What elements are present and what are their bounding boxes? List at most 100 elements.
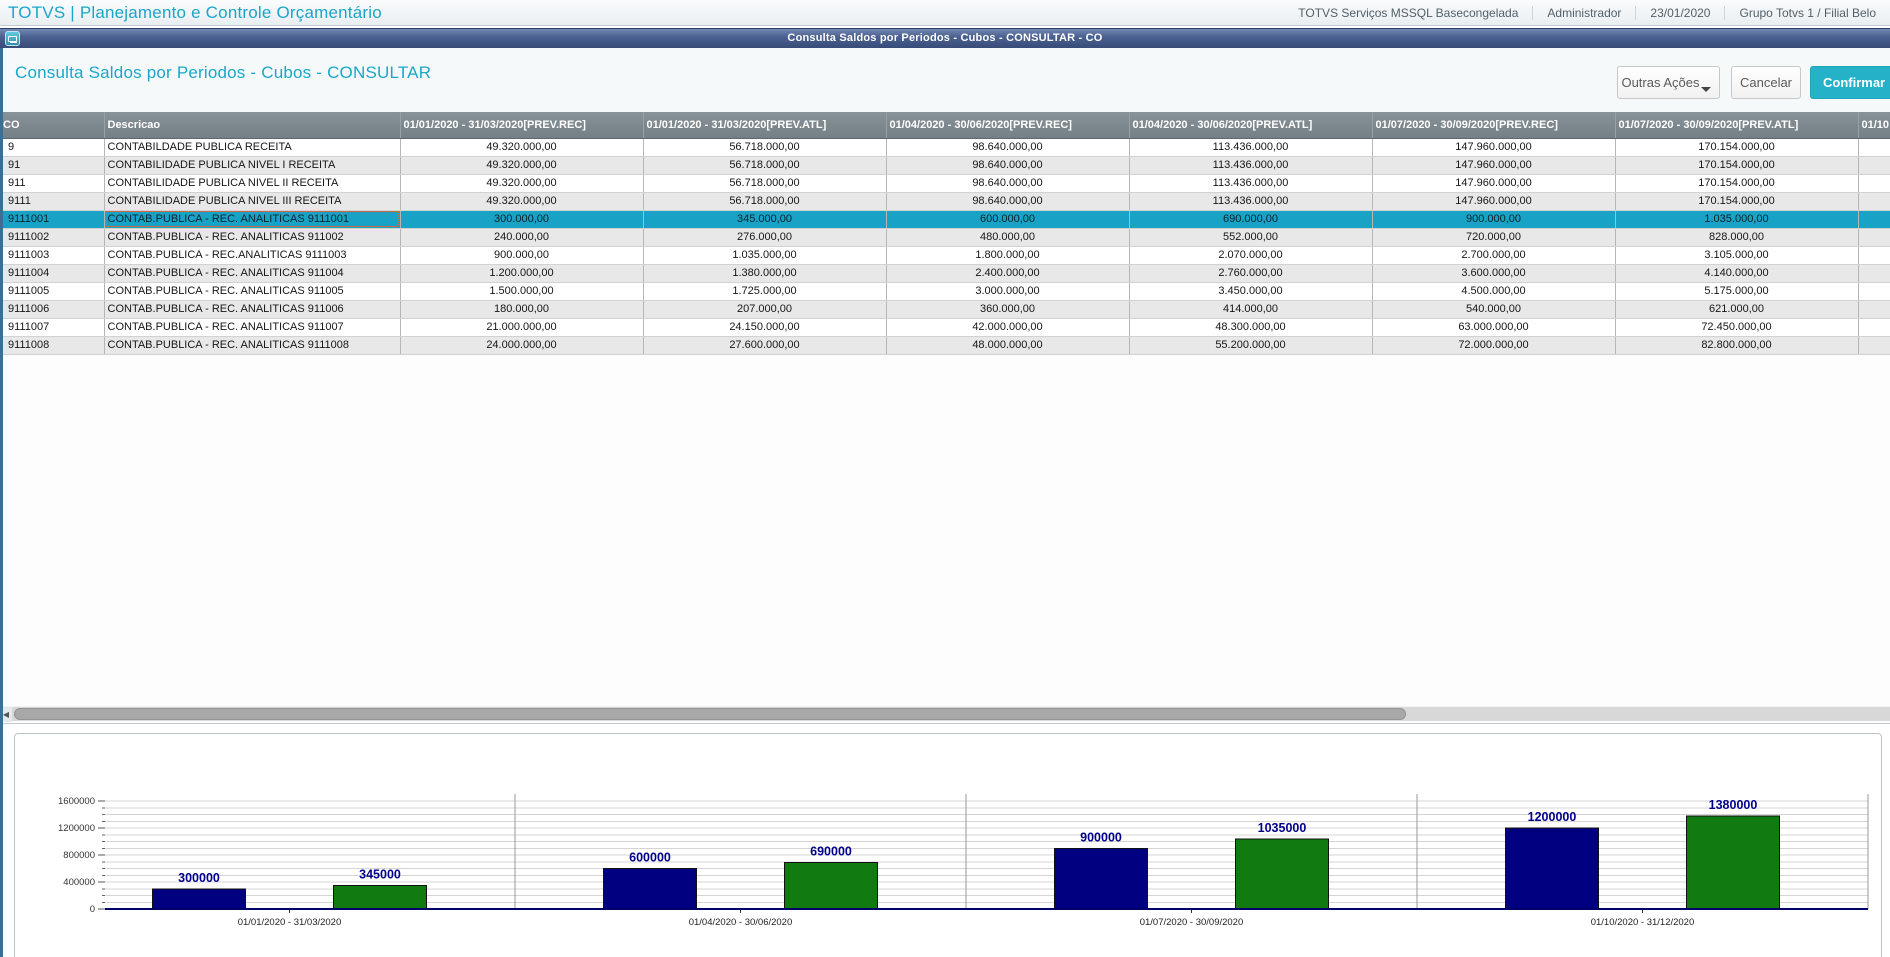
table-row[interactable]: 9111004 CONTAB.PUBLICA - REC. ANALITICAS … — [0, 264, 1890, 283]
table-cell: 1.035.000,00 — [1615, 210, 1859, 229]
table-cell — [1858, 156, 1890, 175]
table-cell: CONTABILDADE PUBLICA RECEITA — [104, 138, 401, 157]
confirm-label: Confirmar — [1823, 75, 1886, 90]
column-header[interactable]: Descricao — [104, 112, 401, 139]
table-cell: 55.200.000,00 — [1129, 336, 1373, 355]
table-cell: 180.000,00 — [400, 300, 644, 319]
column-header[interactable]: 01/07/2020 - 30/09/2020[PREV.ATL] — [1615, 112, 1859, 139]
table-cell: 480.000,00 — [886, 228, 1130, 247]
svg-text:345000: 345000 — [359, 868, 401, 882]
session-info: TOTVS Serviços MSSQL Basecongelada Admin… — [1284, 0, 1890, 26]
table-cell: 360.000,00 — [886, 300, 1130, 319]
svg-text:600000: 600000 — [629, 851, 671, 865]
column-header[interactable]: 01/10 — [1858, 112, 1890, 139]
table-cell — [1858, 192, 1890, 211]
table-cell: 1.200.000,00 — [400, 264, 644, 283]
table-cell: 98.640.000,00 — [886, 138, 1130, 157]
table-row[interactable]: 9111008 CONTAB.PUBLICA - REC. ANALITICAS … — [0, 336, 1890, 355]
table-cell: 56.718.000,00 — [643, 138, 887, 157]
table-cell: 690.000,00 — [1129, 210, 1373, 229]
table-cell: 27.600.000,00 — [643, 336, 887, 355]
column-header[interactable]: CO — [0, 112, 105, 139]
table-cell: 4.140.000,00 — [1615, 264, 1859, 283]
column-header[interactable]: 01/01/2020 - 31/03/2020[PREV.ATL] — [643, 112, 887, 139]
table-cell — [1858, 138, 1890, 157]
table-row[interactable]: 9111002 CONTAB.PUBLICA - REC. ANALITICAS … — [0, 228, 1890, 247]
table-cell: 24.000.000,00 — [400, 336, 644, 355]
table-row[interactable]: 9111 CONTABILIDADE PUBLICA NIVEL III RECE… — [0, 192, 1890, 211]
table-cell: 1.800.000,00 — [886, 246, 1130, 265]
table-cell: 42.000.000,00 — [886, 318, 1130, 337]
table-cell: 147.960.000,00 — [1372, 138, 1616, 157]
table-cell: 911 — [0, 174, 105, 193]
table-cell: 56.718.000,00 — [643, 192, 887, 211]
company-branch-label: Grupo Totvs 1 / Filial Belo — [1724, 6, 1890, 20]
table-cell: 49.320.000,00 — [400, 174, 644, 193]
column-header[interactable]: 01/01/2020 - 31/03/2020[PREV.REC] — [400, 112, 644, 139]
other-actions-button[interactable]: Outras Ações — [1617, 66, 1720, 99]
cancel-button[interactable]: Cancelar — [1731, 66, 1801, 99]
scrollbar-thumb[interactable] — [14, 708, 1406, 720]
column-header[interactable]: 01/04/2020 - 30/06/2020[PREV.REC] — [886, 112, 1130, 139]
date-label: 23/01/2020 — [1635, 6, 1724, 20]
table-cell: 9 — [0, 138, 105, 157]
table-cell: 63.000.000,00 — [1372, 318, 1616, 337]
table-cell: 113.436.000,00 — [1129, 138, 1373, 157]
table-cell: 113.436.000,00 — [1129, 174, 1373, 193]
table-cell: 49.320.000,00 — [400, 156, 644, 175]
table-cell: 9111 — [0, 192, 105, 211]
table-cell: 170.154.000,00 — [1615, 156, 1859, 175]
table-cell: CONTABILIDADE PUBLICA NIVEL III RECEITA — [104, 192, 401, 211]
column-header[interactable]: 01/07/2020 - 30/09/2020[PREV.REC] — [1372, 112, 1616, 139]
svg-text:900000: 900000 — [1080, 830, 1122, 844]
table-cell: 113.436.000,00 — [1129, 156, 1373, 175]
table-cell: 345.000,00 — [643, 210, 887, 229]
table-cell: CONTABILIDADE PUBLICA NIVEL I RECEITA — [104, 156, 401, 175]
svg-text:1380000: 1380000 — [1709, 798, 1758, 812]
table-cell: 2.700.000,00 — [1372, 246, 1616, 265]
table-cell: 72.000.000,00 — [1372, 336, 1616, 355]
user-label: Administrador — [1532, 6, 1635, 20]
table-cell: 540.000,00 — [1372, 300, 1616, 319]
table-cell: 147.960.000,00 — [1372, 174, 1616, 193]
table-cell: 98.640.000,00 — [886, 174, 1130, 193]
table-row[interactable]: 9111006 CONTAB.PUBLICA - REC. ANALITICAS … — [0, 300, 1890, 319]
confirm-button[interactable]: Confirmar — [1810, 66, 1890, 99]
table-cell — [1858, 300, 1890, 319]
table-cell: 2.070.000,00 — [1129, 246, 1373, 265]
table-cell: 2.760.000,00 — [1129, 264, 1373, 283]
table-row[interactable]: 91 CONTABILIDADE PUBLICA NIVEL I RECEITA 4… — [0, 156, 1890, 175]
balance-bar-chart: 0 400000 800000 1200000 1600000 300000 345000 0… — [58, 794, 1869, 928]
table-cell: CONTAB.PUBLICA - REC. ANALITICAS 911006 — [104, 300, 401, 319]
table-cell — [1858, 282, 1890, 301]
horizontal-scrollbar[interactable]: ◀ — [0, 706, 1890, 722]
table-cell: CONTAB.PUBLICA - REC. ANALITICAS 9111008 — [104, 336, 401, 355]
table-cell: 5.175.000,00 — [1615, 282, 1859, 301]
table-cell: 9111007 — [0, 318, 105, 337]
cancel-label: Cancelar — [1739, 75, 1793, 90]
svg-text:01/10/2020 - 31/12/2020: 01/10/2020 - 31/12/2020 — [1591, 917, 1695, 928]
table-row[interactable]: 9111003 CONTAB.PUBLICA - REC.ANALITICAS 9… — [0, 246, 1890, 265]
table-cell: 3.105.000,00 — [1615, 246, 1859, 265]
table-cell: CONTABILIDADE PUBLICA NIVEL II RECEITA — [104, 174, 401, 193]
table-cell: 147.960.000,00 — [1372, 156, 1616, 175]
table-cell: 170.154.000,00 — [1615, 174, 1859, 193]
table-cell: 170.154.000,00 — [1615, 192, 1859, 211]
table-cell: CONTAB.PUBLICA - REC.ANALITICAS 9111003 — [104, 246, 401, 265]
table-cell: 2.400.000,00 — [886, 264, 1130, 283]
table-row[interactable]: 9111007 CONTAB.PUBLICA - REC. ANALITICAS … — [0, 318, 1890, 337]
table-row[interactable]: 9 CONTABILDADE PUBLICA RECEITA 49.320.000,… — [0, 138, 1890, 157]
top-bar: TOTVS | Planejamento e Controle Orçament… — [0, 0, 1890, 26]
table-cell: 600.000,00 — [886, 210, 1130, 229]
table-row[interactable]: 911 CONTABILIDADE PUBLICA NIVEL II RECEIT… — [0, 174, 1890, 193]
table-cell: 4.500.000,00 — [1372, 282, 1616, 301]
column-header[interactable]: 01/04/2020 - 30/06/2020[PREV.ATL] — [1129, 112, 1373, 139]
table-cell: CONTAB.PUBLICA - REC. ANALITICAS 911007 — [104, 318, 401, 337]
table-cell: 56.718.000,00 — [643, 156, 887, 175]
window-title-bar: Consulta Saldos por Periodos - Cubos - C… — [0, 28, 1890, 48]
table-cell: 414.000,00 — [1129, 300, 1373, 319]
scroll-left-arrow-icon[interactable]: ◀ — [0, 707, 12, 722]
table-row[interactable]: 9111001 CONTAB.PUBLICA - REC. ANALITICAS … — [0, 210, 1890, 229]
table-row[interactable]: 9111005 CONTAB.PUBLICA - REC. ANALITICAS … — [0, 282, 1890, 301]
table-cell: 113.436.000,00 — [1129, 192, 1373, 211]
